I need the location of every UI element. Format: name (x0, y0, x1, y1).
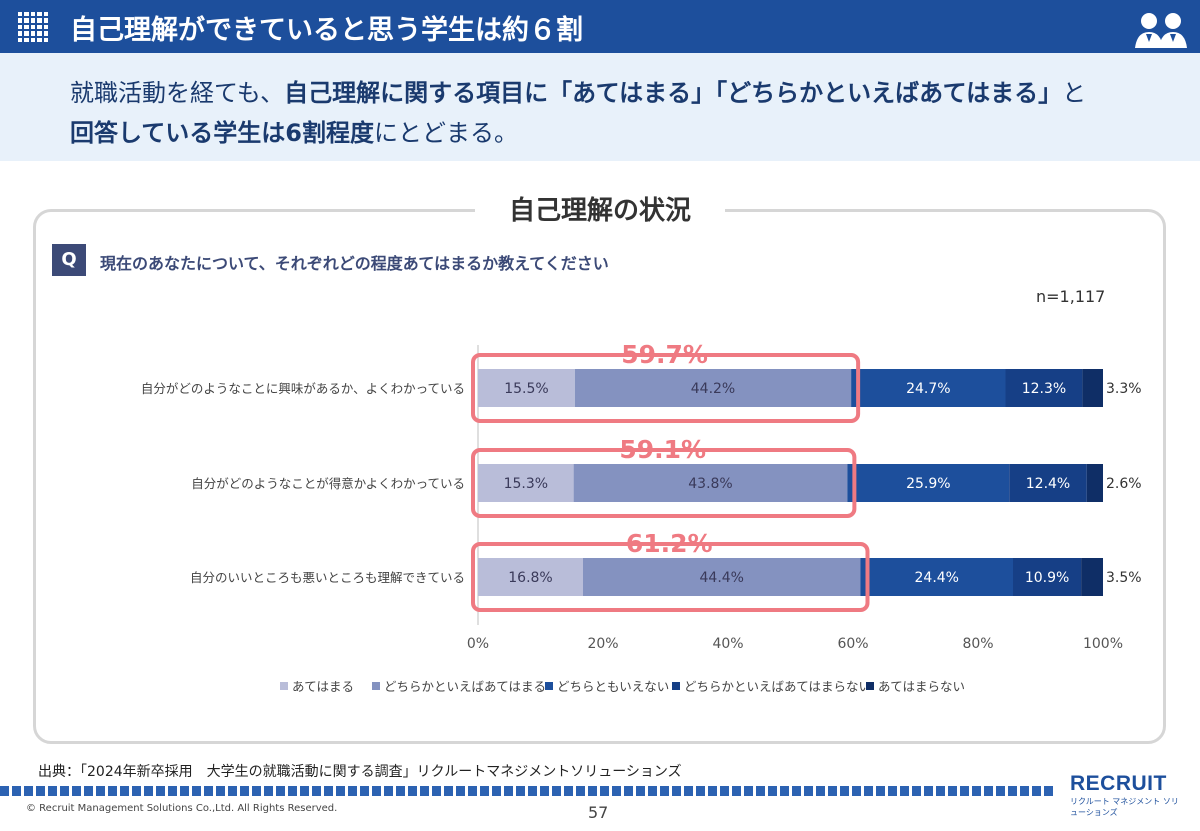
legend-label: あてはまる (292, 679, 354, 694)
bar-segment (583, 558, 861, 596)
data-label: 3.3% (1106, 381, 1142, 397)
highlight-total-label: 61.2% (626, 529, 713, 558)
highlight-box (471, 353, 861, 423)
lead-text-emphasis: 回答している学生は6割程度 (70, 119, 374, 147)
data-label: 44.4% (700, 570, 744, 586)
footer-divider (0, 786, 1056, 796)
data-label: 24.4% (915, 570, 959, 586)
title-bar: 自己理解ができていると思う学生は約６割 (0, 0, 1200, 53)
data-label: 24.7% (906, 381, 950, 397)
bar-segment (1005, 369, 1083, 407)
data-label: 16.8% (508, 570, 552, 586)
data-label: 25.9% (906, 476, 950, 492)
bar-segment (1009, 464, 1087, 502)
legend-swatch (866, 682, 874, 690)
page-number: 57 (588, 803, 609, 822)
legend-label: どちらかといえばあてはまらない (684, 679, 871, 694)
legend-label: どちらともいえない (557, 679, 669, 694)
recruit-logo: RECRUIT リクルート マネジメント ソリューションズ (1070, 772, 1182, 818)
bar-segment (1081, 558, 1103, 596)
lead-text: 就職活動を経ても、自己理解に関する項目に「あてはまる」「どちらかといえばあてはま… (70, 73, 1170, 153)
category-label: 自分がどのようなことが得意かよくわかっている (191, 476, 465, 491)
x-tick-label: 80% (962, 636, 993, 652)
lead-text-part: 就職活動を経ても、 (70, 79, 285, 107)
bar-segment (1013, 558, 1082, 596)
lead-section: 就職活動を経ても、自己理解に関する項目に「あてはまる」「どちらかといえばあてはま… (0, 53, 1200, 161)
bar-segment (1086, 464, 1103, 502)
grid-menu-icon (18, 12, 48, 42)
copyright: © Recruit Management Solutions Co.,Ltd. … (26, 803, 338, 814)
lead-text-emphasis: 自己理解に関する項目に「あてはまる」「どちらかといえばあてはまる」 (284, 79, 1063, 107)
bar-segment (860, 558, 1013, 596)
bar-segment (478, 464, 574, 502)
sample-size: n=1,117 (1036, 287, 1106, 306)
highlight-total-label: 59.1% (619, 435, 706, 464)
lead-text-part: と (1062, 79, 1087, 107)
x-tick-label: 0% (467, 636, 489, 652)
x-tick-label: 100% (1083, 636, 1123, 652)
bar-segment (478, 369, 575, 407)
data-label: 3.5% (1106, 570, 1142, 586)
data-label: 2.6% (1106, 476, 1142, 492)
highlight-total-label: 59.7% (621, 340, 708, 369)
panel-title: 自己理解の状況 (475, 191, 725, 231)
data-label: 12.3% (1022, 381, 1066, 397)
x-tick-label: 20% (587, 636, 618, 652)
bar-segment (1082, 369, 1103, 407)
bar-segment (574, 369, 852, 407)
lead-text-part: にとどまる。 (373, 119, 518, 147)
bar-segment (573, 464, 848, 502)
students-icon (1135, 13, 1187, 48)
category-label: 自分のいいところも悪いところも理解できている (190, 570, 465, 585)
legend-swatch (545, 682, 553, 690)
question-text: 現在のあなたについて、それぞれどの程度あてはまるか教えてください (100, 254, 609, 273)
x-tick-label: 40% (712, 636, 743, 652)
category-label: 自分がどのようなことに興味があるか、よくわかっている (141, 381, 465, 396)
legend-swatch (280, 682, 288, 690)
bar-segment (851, 369, 1006, 407)
legend-label: あてはまらない (878, 679, 965, 694)
x-tick-label: 60% (837, 636, 868, 652)
legend-swatch (672, 682, 680, 690)
highlight-box (471, 448, 857, 518)
data-label: 43.8% (688, 476, 732, 492)
bar-segment (847, 464, 1010, 502)
data-label: 15.5% (504, 381, 548, 397)
highlight-box (471, 542, 870, 612)
logo-wordmark: RECRUIT (1070, 772, 1167, 795)
data-label: 12.4% (1026, 476, 1070, 492)
legend-label: どちらかといえばあてはまる (384, 679, 546, 694)
source-note: 出典：「2024年新卒採用 大学生の就職活動に関する調査」リクルートマネジメント… (38, 764, 682, 780)
legend-swatch (372, 682, 380, 690)
question-badge: Q (52, 244, 86, 276)
data-label: 10.9% (1025, 570, 1069, 586)
data-label: 15.3% (504, 476, 548, 492)
page-title: 自己理解ができていると思う学生は約６割 (70, 15, 583, 46)
logo-subtitle: リクルート マネジメント ソリューションズ (1070, 797, 1179, 817)
bar-segment (478, 558, 583, 596)
data-label: 44.2% (691, 381, 735, 397)
